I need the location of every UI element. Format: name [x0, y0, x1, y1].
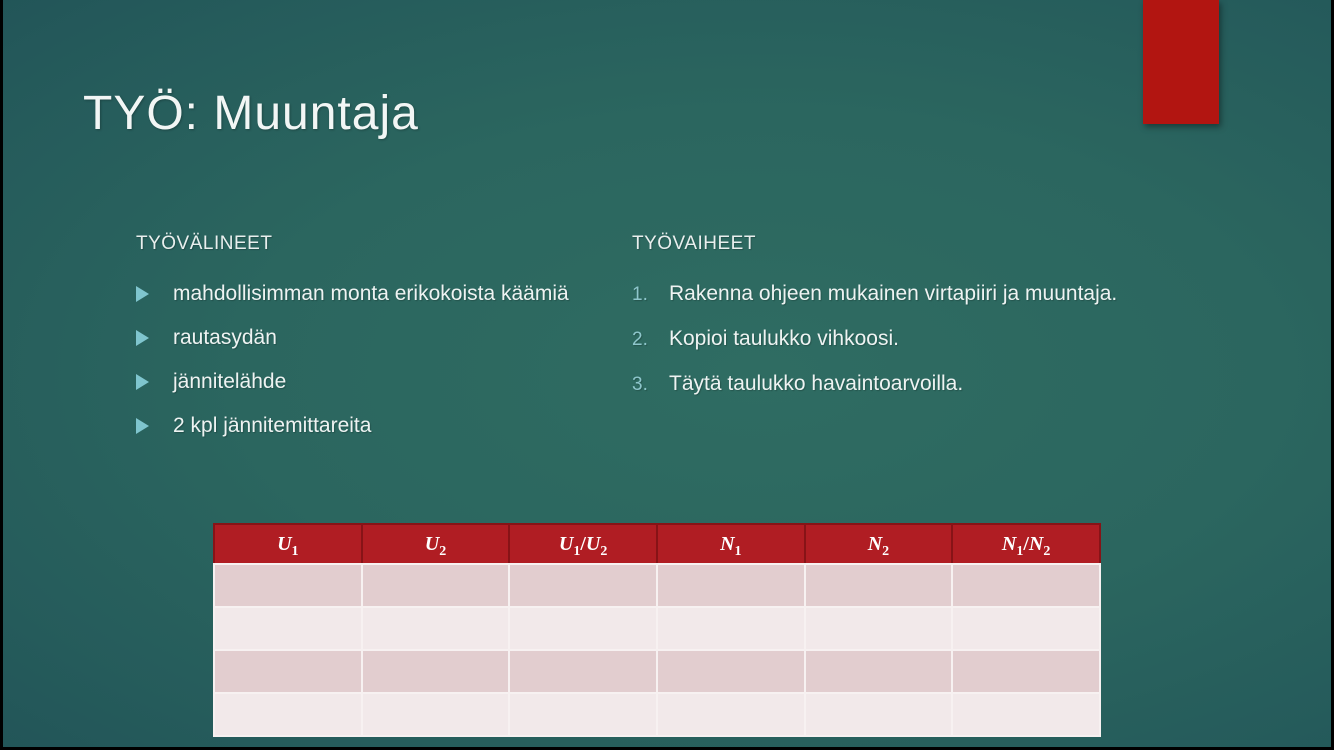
- table-header-cell: U1/U2: [508, 523, 658, 565]
- triangle-bullet-icon: [136, 367, 173, 390]
- table-cell: [951, 649, 1101, 694]
- table-cell: [655, 563, 806, 608]
- bullet-text: rautasydän: [173, 326, 277, 349]
- measurement-table-body: [213, 563, 1101, 737]
- step-number: 1.: [632, 284, 648, 305]
- table-cell: [213, 649, 363, 694]
- bullet-item: jännitelähde: [136, 367, 611, 396]
- table-header-cell: U1: [213, 523, 363, 565]
- table-cell: [803, 606, 954, 651]
- table-cell: [655, 649, 806, 694]
- table-cell: [803, 563, 954, 608]
- accent-rectangle: [1143, 0, 1219, 124]
- tools-column: TYÖVÄLINEET mahdollisimman monta erikoko…: [136, 233, 611, 455]
- table-header-cell: N1/N2: [951, 523, 1101, 565]
- slide-background: TYÖ: Muuntaja TYÖVÄLINEET mahdollisimman…: [3, 0, 1331, 747]
- bullet-text: jännitelähde: [173, 370, 287, 393]
- table-cell: [951, 606, 1101, 651]
- table-cell: [803, 649, 954, 694]
- bullet-item: 2 kpl jännitemittareita: [136, 411, 611, 440]
- numbered-item: 3. Täytä taulukko havaintoarvoilla.: [632, 369, 1122, 399]
- table-cell: [213, 563, 363, 608]
- table-cell: [213, 692, 363, 737]
- numbered-item: 1. Rakenna ohjeen mukainen virtapiiri ja…: [632, 279, 1122, 309]
- table-header-cell: N2: [803, 523, 954, 565]
- slide-title: TYÖ: Muuntaja: [83, 87, 419, 141]
- table-cell: [951, 563, 1101, 608]
- table-header-cell: N1: [655, 523, 806, 565]
- bullet-text: 2 kpl jännitemittareita: [173, 414, 372, 437]
- table-cell: [508, 563, 658, 608]
- table-cell: [508, 692, 658, 737]
- steps-heading: TYÖVAIHEET: [632, 233, 756, 254]
- table-cell: [803, 692, 954, 737]
- numbered-item: 2. Kopioi taulukko vihkoosi.: [632, 324, 1122, 354]
- tools-heading: TYÖVÄLINEET: [136, 233, 273, 254]
- triangle-bullet-icon: [136, 279, 173, 302]
- table-cell: [951, 692, 1101, 737]
- triangle-bullet-icon: [136, 411, 173, 434]
- triangle-bullet-icon: [136, 323, 173, 346]
- step-number: 3.: [632, 374, 648, 395]
- step-text: Kopioi taulukko vihkoosi.: [669, 327, 899, 350]
- table-cell: [508, 649, 658, 694]
- table-row: [213, 649, 1101, 694]
- bullet-item: mahdollisimman monta erikokoista käämiä: [136, 279, 611, 308]
- table-cell: [360, 692, 511, 737]
- table-row: [213, 563, 1101, 608]
- table-cell: [655, 606, 806, 651]
- step-text: Täytä taulukko havaintoarvoilla.: [669, 372, 964, 395]
- table-row: [213, 692, 1101, 737]
- step-number: 2.: [632, 329, 648, 350]
- measurement-table-head: U1 U2 U1/U2 N1 N2 N1/N2: [213, 523, 1101, 565]
- table-cell: [508, 606, 658, 651]
- steps-column: TYÖVAIHEET 1. Rakenna ohjeen mukainen vi…: [632, 233, 1122, 414]
- table-cell: [655, 692, 806, 737]
- table-cell: [360, 606, 511, 651]
- table-cell: [360, 563, 511, 608]
- table-row: [213, 606, 1101, 651]
- table-cell: [360, 649, 511, 694]
- measurement-table: U1 U2 U1/U2 N1 N2 N1/N2: [213, 523, 1101, 737]
- step-text: Rakenna ohjeen mukainen virtapiiri ja mu…: [669, 282, 1118, 305]
- bullet-text: mahdollisimman monta erikokoista käämiä: [173, 282, 569, 305]
- table-cell: [213, 606, 363, 651]
- table-header-cell: U2: [360, 523, 511, 565]
- bullet-item: rautasydän: [136, 323, 611, 352]
